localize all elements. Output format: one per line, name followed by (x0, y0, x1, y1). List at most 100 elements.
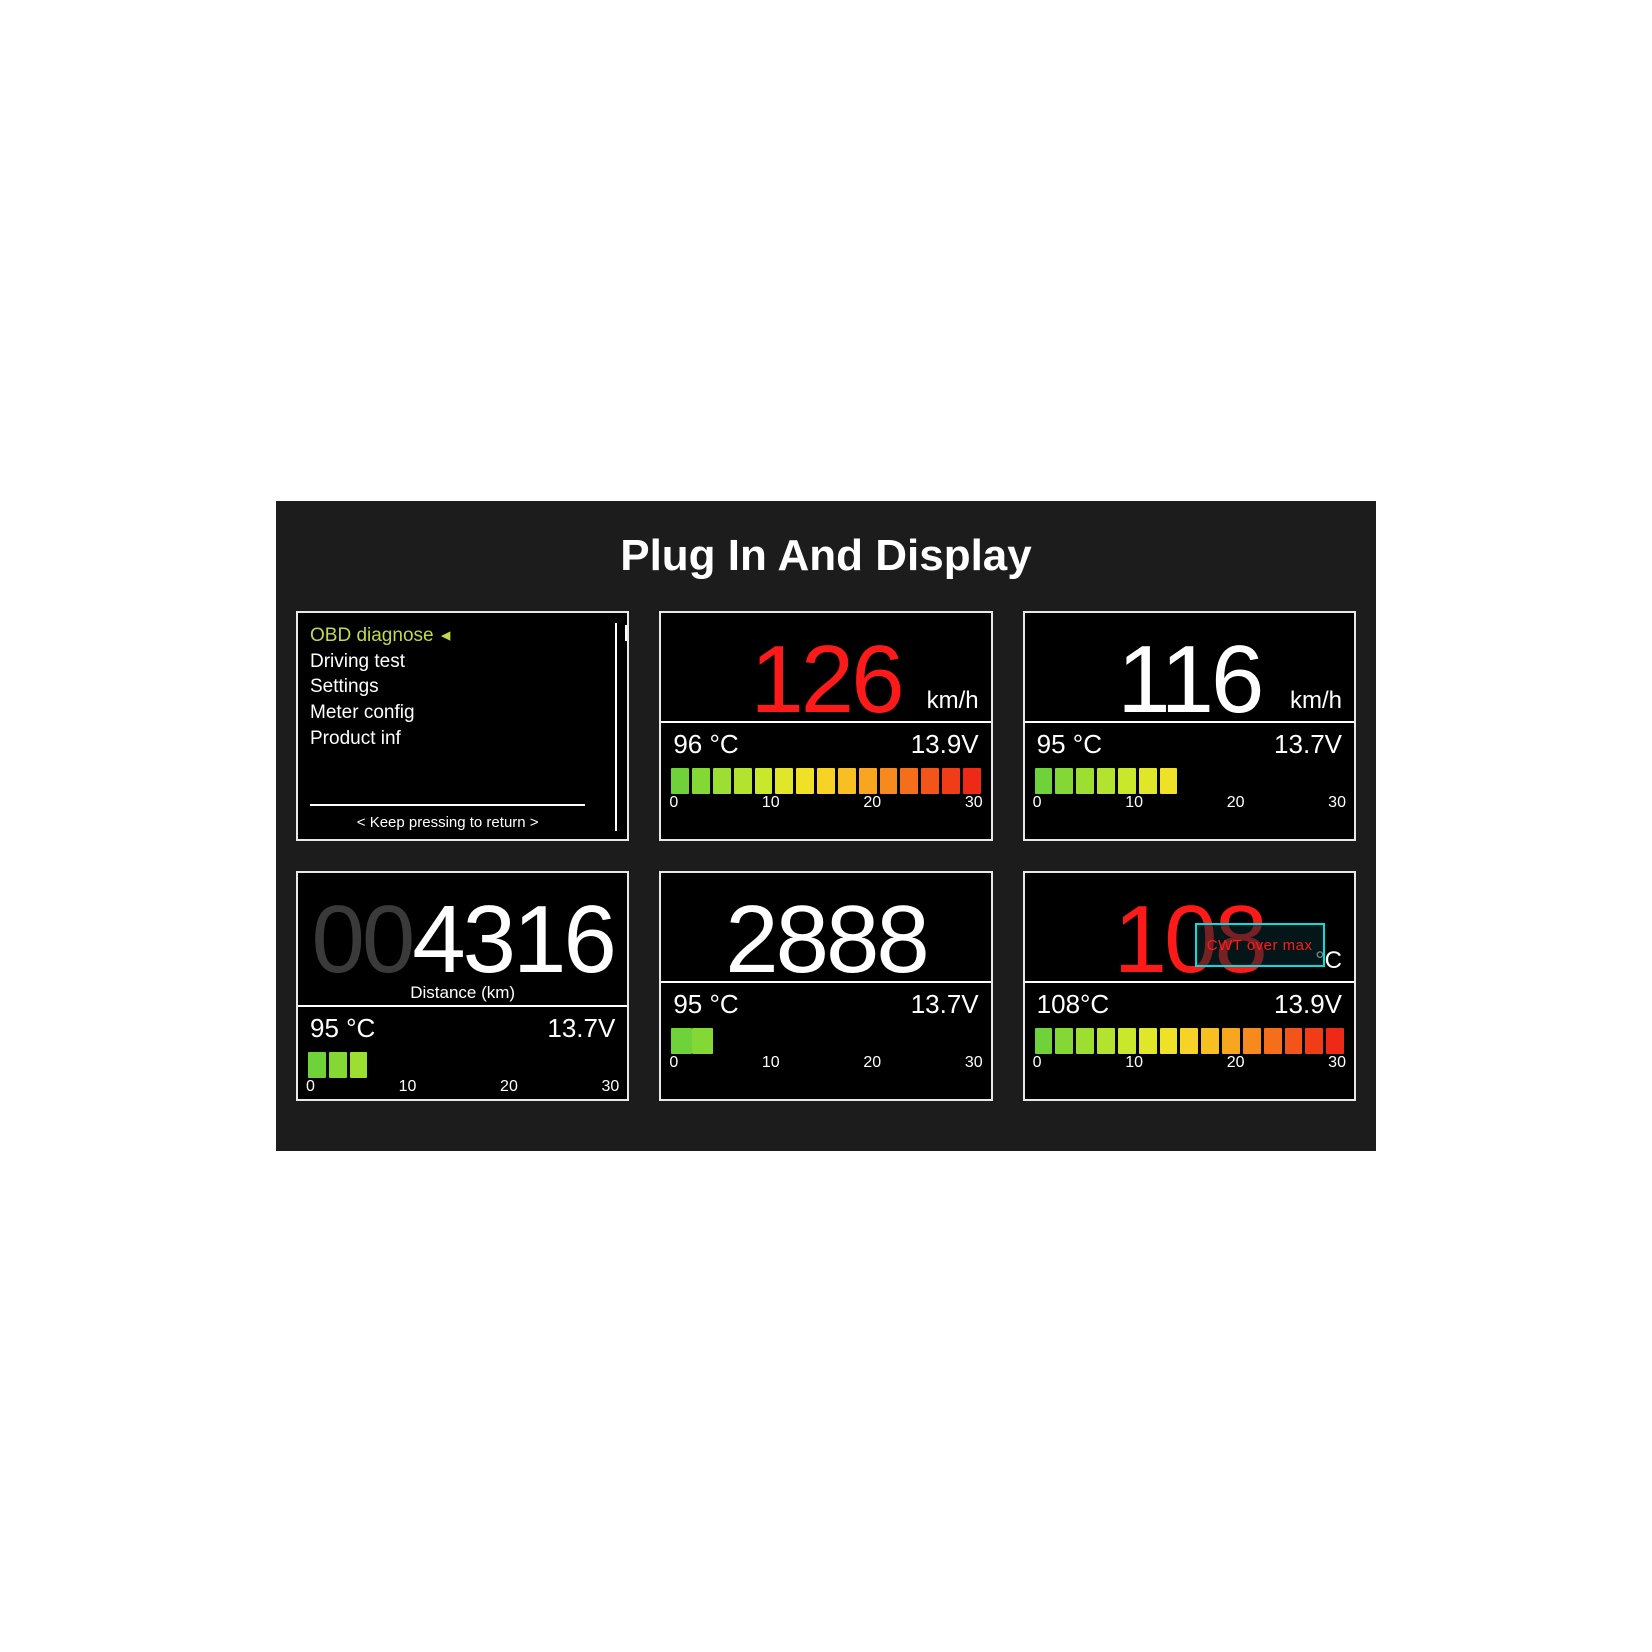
gauge-top: 2888 (661, 873, 990, 981)
big-number: 004316 (311, 899, 613, 981)
scale-label: 20 (863, 794, 881, 812)
scale-label: 0 (306, 1078, 315, 1096)
big-number: 2888 (725, 899, 927, 981)
bar-segment (1139, 1028, 1157, 1054)
menu-item[interactable]: Meter config (310, 700, 585, 726)
bar-row (1025, 764, 1354, 794)
odometer-screen: 004316Distance (km)95 °C13.7V0102030 (296, 871, 629, 1101)
bar-segment (329, 1052, 347, 1078)
menu-item[interactable]: Settings (310, 674, 585, 700)
bar-segment (1160, 1028, 1178, 1054)
gauge-top: 004316Distance (km) (298, 873, 627, 981)
scale-row: 0 10 20 30 (661, 794, 990, 816)
bar-row (298, 1048, 627, 1078)
bar-row (661, 764, 990, 794)
menu-hint: < Keep pressing to return > (310, 806, 585, 831)
scrollbar-thumb[interactable] (625, 625, 629, 641)
bar-segment (1305, 1028, 1323, 1054)
bar-segment (1180, 768, 1198, 794)
volt-value: 13.9V (1274, 989, 1342, 1020)
bar-segment (880, 768, 898, 794)
bar-segment (713, 1028, 734, 1054)
volt-value: 13.9V (911, 729, 979, 760)
bar-segment (1285, 1028, 1303, 1054)
bar-segment (692, 1028, 713, 1054)
bar-segment (775, 768, 793, 794)
bar-segment (942, 768, 960, 794)
unit-label: km/h (1290, 687, 1342, 715)
scale-row: 0102030 (1025, 794, 1354, 816)
scale-label: 10 (762, 794, 780, 812)
bar-segment (350, 1052, 368, 1078)
bar-segment (817, 768, 835, 794)
bar-segment (1055, 768, 1073, 794)
bar-segment (1285, 768, 1303, 794)
bar-segment (370, 1052, 388, 1078)
bar-segment (921, 768, 939, 794)
bar-segment (433, 1052, 451, 1078)
bar-segment (734, 768, 752, 794)
scale-label: 0 (1033, 1054, 1042, 1072)
scale-label: 30 (965, 794, 983, 812)
rpm-screen: 288895 °C13.7V0102030 (659, 871, 992, 1101)
scale-row: 0102030 (661, 1054, 990, 1076)
menu-item[interactable]: Product inf (310, 726, 585, 752)
bar-segment (1201, 1028, 1219, 1054)
bar-segment (1097, 768, 1115, 794)
bar-segment (963, 768, 981, 794)
bar-segment (600, 1052, 618, 1078)
menu-item[interactable]: OBD diagnose ◂ (310, 623, 585, 649)
bar-segment (579, 1052, 597, 1078)
scale-label: 0 (669, 1054, 678, 1072)
bar-segment (898, 1028, 919, 1054)
bar-segment (713, 768, 731, 794)
bar-segment (1326, 1028, 1344, 1054)
scale-label: 0 (669, 794, 678, 812)
scale-label: 30 (965, 1054, 983, 1072)
bar-row (1025, 1024, 1354, 1054)
scale-label: 30 (1328, 1054, 1346, 1072)
bar-segment (836, 1028, 857, 1054)
menu-screen: OBD diagnose ◂Driving testSettingsMeter … (296, 611, 629, 841)
big-number: 126 (750, 639, 901, 721)
number-value: 116 (1117, 626, 1261, 733)
bar-segment (1264, 1028, 1282, 1054)
bar-segment (1201, 768, 1219, 794)
menu-cursor-icon: ◂ (436, 625, 451, 646)
bar-segment (1076, 1028, 1094, 1054)
alert-box: CWT over max (1195, 923, 1325, 967)
menu-item[interactable]: Driving test (310, 649, 585, 675)
bar-segment (495, 1052, 513, 1078)
scale-row: 0102030 (1025, 1054, 1354, 1076)
bar-segment (1076, 768, 1094, 794)
temp-value: 95 °C (673, 989, 738, 1020)
bar-segment (1139, 768, 1157, 794)
main-title: Plug In And Display (296, 531, 1356, 581)
bar-segment (1097, 1028, 1115, 1054)
bar-segment (878, 1028, 899, 1054)
gauge-top: 116km/h (1025, 613, 1354, 721)
bar-segment (391, 1052, 409, 1078)
bar-segment (859, 768, 877, 794)
sub-label: Distance (km) (298, 983, 627, 1003)
bar-segment (1222, 768, 1240, 794)
bar-segment (733, 1028, 754, 1054)
bar-row (661, 1024, 990, 1054)
bar-segment (1160, 768, 1178, 794)
scale-label: 20 (1227, 794, 1245, 812)
unit-label: km/h (927, 687, 979, 715)
bar-segment (816, 1028, 837, 1054)
bar-segment (755, 768, 773, 794)
dark-panel: Plug In And Display OBD diagnose ◂Drivin… (276, 501, 1376, 1151)
bar-segment (1264, 768, 1282, 794)
bar-segment (857, 1028, 878, 1054)
bar-segment (516, 1052, 534, 1078)
bar-segment (754, 1028, 775, 1054)
bar-segment (774, 1028, 795, 1054)
page-outer: Plug In And Display OBD diagnose ◂Drivin… (0, 0, 1652, 1652)
temp-value: 108°C (1037, 989, 1110, 1020)
bar-segment (537, 1052, 555, 1078)
scale-label: 20 (1227, 1054, 1245, 1072)
bar-segment (795, 1028, 816, 1054)
temp-value: 95 °C (310, 1013, 375, 1044)
